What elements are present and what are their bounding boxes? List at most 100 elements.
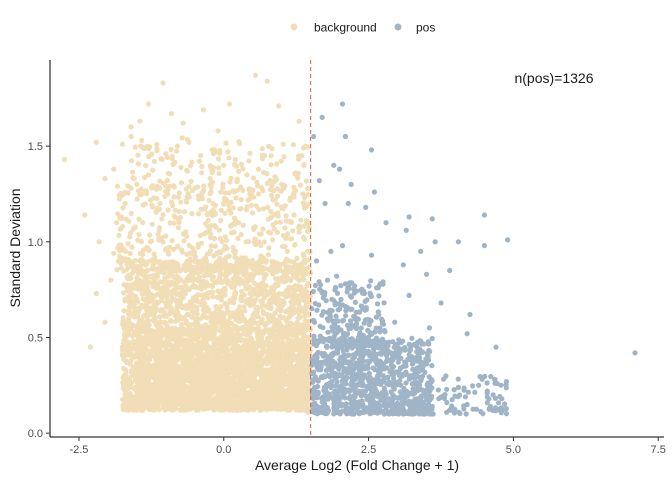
data-point-background: [281, 154, 287, 160]
data-point-background: [235, 395, 241, 401]
data-point-background: [179, 249, 185, 255]
data-point-background: [144, 190, 150, 197]
data-point-background: [290, 374, 296, 380]
data-point-background: [149, 382, 155, 388]
data-point-background: [296, 225, 302, 231]
data-point-background: [165, 207, 171, 213]
data-point-background: [143, 162, 149, 169]
data-point-background: [183, 199, 190, 205]
data-point-background: [217, 328, 223, 334]
data-point-background: [207, 391, 213, 398]
data-point-background: [267, 319, 273, 325]
data-point-background: [284, 248, 291, 254]
data-point-background: [177, 313, 183, 319]
data-point-background: [126, 360, 132, 366]
data-point-background: [135, 265, 142, 271]
data-point-background: [134, 397, 140, 403]
data-point-background: [245, 319, 251, 325]
data-point-background: [238, 359, 245, 365]
data-point-background: [261, 388, 267, 394]
data-point-background: [243, 280, 250, 286]
data-point-background: [181, 350, 187, 356]
data-point-background: [82, 212, 88, 218]
data-point-background: [250, 401, 256, 407]
data-point-background: [215, 391, 221, 397]
data-point-background: [140, 220, 146, 226]
data-point-background: [285, 373, 291, 379]
data-point-background: [129, 345, 135, 351]
data-point-background: [264, 355, 270, 361]
data-point-background: [183, 186, 189, 192]
data-point-background: [156, 395, 162, 402]
data-point-background: [155, 387, 162, 393]
data-point-pos: [342, 133, 348, 140]
data-point-background: [201, 187, 207, 193]
data-point-background: [268, 162, 274, 168]
data-point-background: [137, 118, 143, 124]
data-point-background: [136, 232, 142, 238]
data-point-background: [186, 305, 192, 311]
data-point-background: [265, 252, 271, 258]
data-point-background: [241, 385, 247, 392]
data-point-background: [123, 399, 129, 405]
data-point-background: [288, 278, 294, 284]
data-point-background: [163, 233, 169, 239]
data-point-background: [226, 253, 232, 259]
data-point-background: [292, 242, 298, 248]
data-point-background: [260, 226, 266, 232]
data-point-background: [242, 352, 248, 358]
data-point-background: [156, 326, 162, 333]
data-point-background: [128, 325, 134, 332]
data-point-background: [235, 401, 241, 407]
data-point-background: [189, 314, 195, 320]
data-point-background: [165, 261, 171, 267]
data-point-background: [161, 267, 167, 273]
data-point-background: [235, 312, 241, 318]
data-point-background: [278, 347, 284, 353]
data-point-background: [211, 342, 217, 348]
data-point-background: [135, 161, 141, 167]
data-point-background: [166, 298, 172, 304]
data-point-background: [166, 269, 172, 275]
data-point-background: [302, 356, 308, 362]
legend: background pos: [290, 21, 435, 35]
data-point-background: [203, 326, 209, 332]
data-point-background: [135, 188, 141, 194]
data-point-background: [157, 185, 163, 191]
data-point-background: [260, 206, 266, 212]
data-point-background: [170, 161, 176, 168]
data-point-background: [61, 156, 68, 163]
data-point-background: [256, 206, 262, 213]
data-point-background: [224, 267, 230, 273]
data-point-background: [174, 279, 180, 285]
data-point-background: [244, 407, 250, 413]
data-point-background: [303, 143, 309, 149]
data-point-background: [185, 191, 191, 197]
data-point-background: [208, 379, 214, 385]
data-point-background: [93, 139, 99, 145]
data-point-background: [193, 330, 199, 336]
data-point-background: [129, 291, 135, 298]
data-point-background: [121, 326, 127, 332]
data-point-background: [179, 135, 185, 141]
data-point-pos: [345, 200, 351, 207]
data-point-background: [216, 170, 222, 177]
data-point-background: [244, 172, 250, 178]
data-point-background: [116, 259, 122, 265]
data-point-background: [217, 361, 223, 367]
data-point-background: [212, 400, 218, 406]
data-point-background: [197, 233, 203, 239]
data-point-background: [134, 342, 140, 348]
data-point-background: [157, 200, 163, 207]
data-point-background: [264, 349, 270, 355]
data-point-background: [129, 158, 135, 164]
data-point-background: [199, 332, 205, 338]
data-point-background: [211, 368, 217, 374]
data-point-background: [195, 241, 201, 247]
data-point-pos: [319, 114, 325, 120]
data-point-background: [279, 370, 285, 376]
data-point-background: [243, 267, 249, 273]
data-point-background: [262, 265, 268, 271]
data-point-background: [245, 390, 251, 396]
data-point-background: [219, 279, 225, 285]
